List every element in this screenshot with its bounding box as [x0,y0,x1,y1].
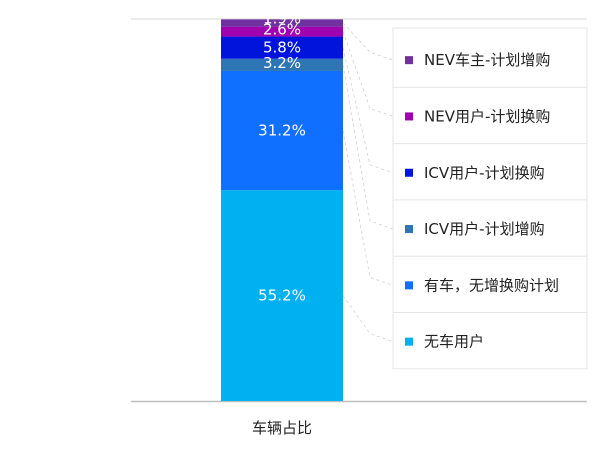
legend-swatch [405,56,413,65]
legend-label: NEV车主-计划增购 [424,51,550,69]
legend-connectors [342,22,394,343]
legend-label: 有车，无增换购计划 [424,276,559,294]
bar-segment [221,70,343,191]
data-label: 55.2% [258,287,306,305]
data-label: 2.6% [263,21,301,39]
bar-segments [221,19,343,401]
bar-segment [221,19,343,27]
legend-swatch [405,112,413,121]
legend-swatch [405,337,413,346]
legend-label: 无车用户 [424,333,484,351]
bar-segment [221,26,343,37]
category-labels: 车辆占比 [252,419,312,437]
axes [131,18,587,403]
legend-label: NEV用户-计划换购 [424,107,550,125]
data-label: 3.2% [263,54,301,72]
legend-swatch [405,281,413,290]
legend-connector [342,22,394,61]
legend-connector [342,295,394,343]
data-label: 31.2% [258,122,306,140]
legend-frame [392,27,588,370]
legend-connector [342,31,394,117]
bar-segment [221,58,343,71]
legend: NEV车主-计划增购 NEV用户-计划换购 ICV用户-计划换购 ICV用户-计划增购… [392,27,588,370]
legend-label: ICV用户-计划换购 [424,164,545,182]
data-label: 1.9% [263,9,301,27]
category-label: 车辆占比 [252,419,312,437]
data-label: 5.8% [263,39,301,57]
legend-connector [342,47,394,174]
legend-swatch [405,168,413,177]
legend-connector [342,64,394,230]
data-labels: 55.2% 31.2% 3.2%5.8%2.6%1.9% [258,9,306,304]
legend-label: ICV用户-计划增购 [424,220,545,238]
bar-segment [221,36,343,59]
legend-swatch [405,225,413,234]
bar-segment [221,190,343,401]
legend-connector [342,130,394,286]
